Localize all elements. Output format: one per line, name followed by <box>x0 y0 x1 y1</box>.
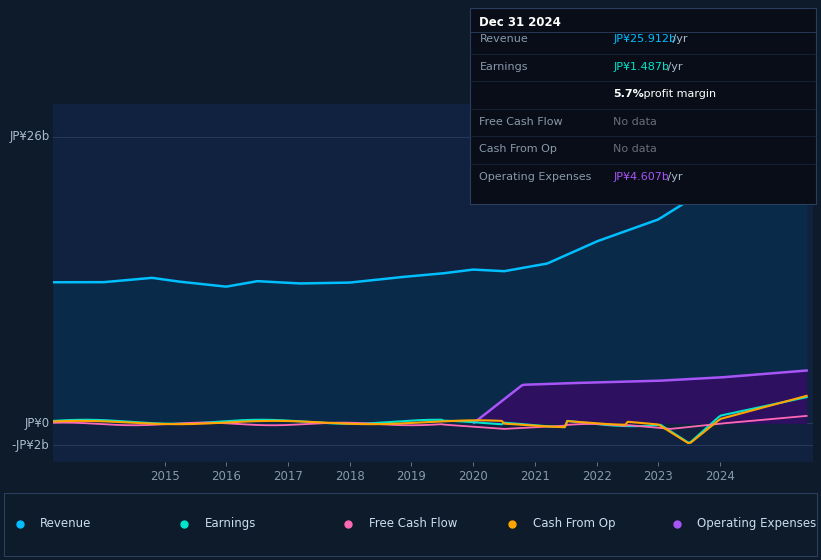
Text: 5.7%: 5.7% <box>613 89 644 99</box>
Text: Dec 31 2024: Dec 31 2024 <box>479 16 562 29</box>
Text: /yr: /yr <box>669 34 688 44</box>
Text: Revenue: Revenue <box>40 517 92 530</box>
Text: JP¥4.607b: JP¥4.607b <box>613 172 669 182</box>
Text: Earnings: Earnings <box>204 517 256 530</box>
Text: -JP¥2b: -JP¥2b <box>11 439 49 452</box>
Text: No data: No data <box>613 144 657 155</box>
Text: JP¥25.912b: JP¥25.912b <box>613 34 677 44</box>
Text: Free Cash Flow: Free Cash Flow <box>369 517 457 530</box>
Text: JP¥0: JP¥0 <box>25 417 49 430</box>
Text: JP¥1.487b: JP¥1.487b <box>613 62 669 72</box>
Text: profit margin: profit margin <box>640 89 716 99</box>
Text: Cash From Op: Cash From Op <box>479 144 557 155</box>
Text: Operating Expenses: Operating Expenses <box>697 517 816 530</box>
Text: JP¥26b: JP¥26b <box>9 130 49 143</box>
Text: Cash From Op: Cash From Op <box>533 517 615 530</box>
Text: /yr: /yr <box>663 172 682 182</box>
Text: Free Cash Flow: Free Cash Flow <box>479 117 563 127</box>
Text: Revenue: Revenue <box>479 34 528 44</box>
Text: Earnings: Earnings <box>479 62 528 72</box>
Text: /yr: /yr <box>663 62 682 72</box>
Text: No data: No data <box>613 117 657 127</box>
Text: Operating Expenses: Operating Expenses <box>479 172 592 182</box>
